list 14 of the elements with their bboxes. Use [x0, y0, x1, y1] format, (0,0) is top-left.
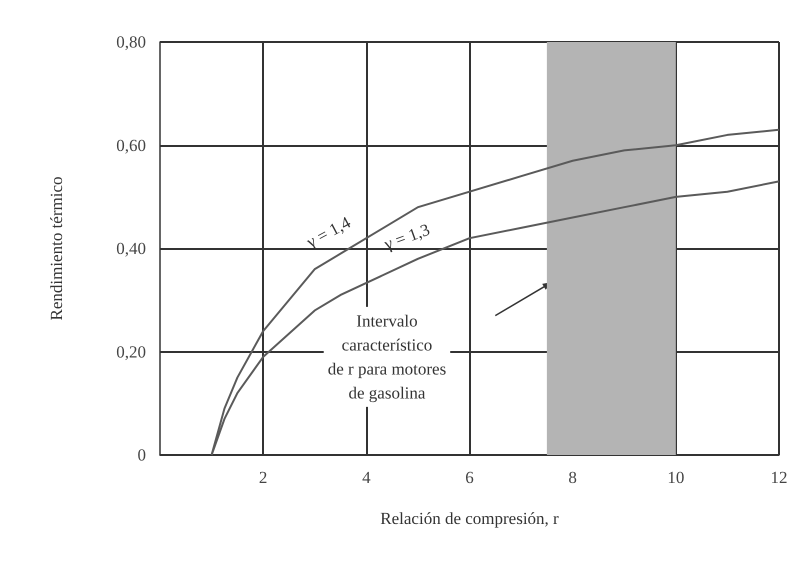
y-tick-label: 0,80 — [116, 32, 146, 52]
x-tick-label: 6 — [465, 468, 474, 487]
y-tick-label: 0,40 — [116, 239, 146, 258]
x-tick-label: 4 — [362, 468, 372, 487]
y-tick-label: 0 — [138, 446, 146, 464]
x-tick-label: 10 — [667, 468, 684, 487]
x-tick-label: 2 — [258, 468, 268, 487]
x-tick-label: 12 — [770, 468, 788, 487]
x-tick-label: 8 — [568, 468, 577, 487]
y-tick-label: 0,20 — [116, 342, 146, 362]
annotation: Intervalo característico de r para motores de gasolina — [328, 311, 446, 402]
x-axis-title: Relación de compresión, r — [380, 509, 560, 528]
y-axis-title: Rendimiento térmico — [47, 176, 66, 320]
y-tick-label: 0,60 — [116, 136, 146, 155]
